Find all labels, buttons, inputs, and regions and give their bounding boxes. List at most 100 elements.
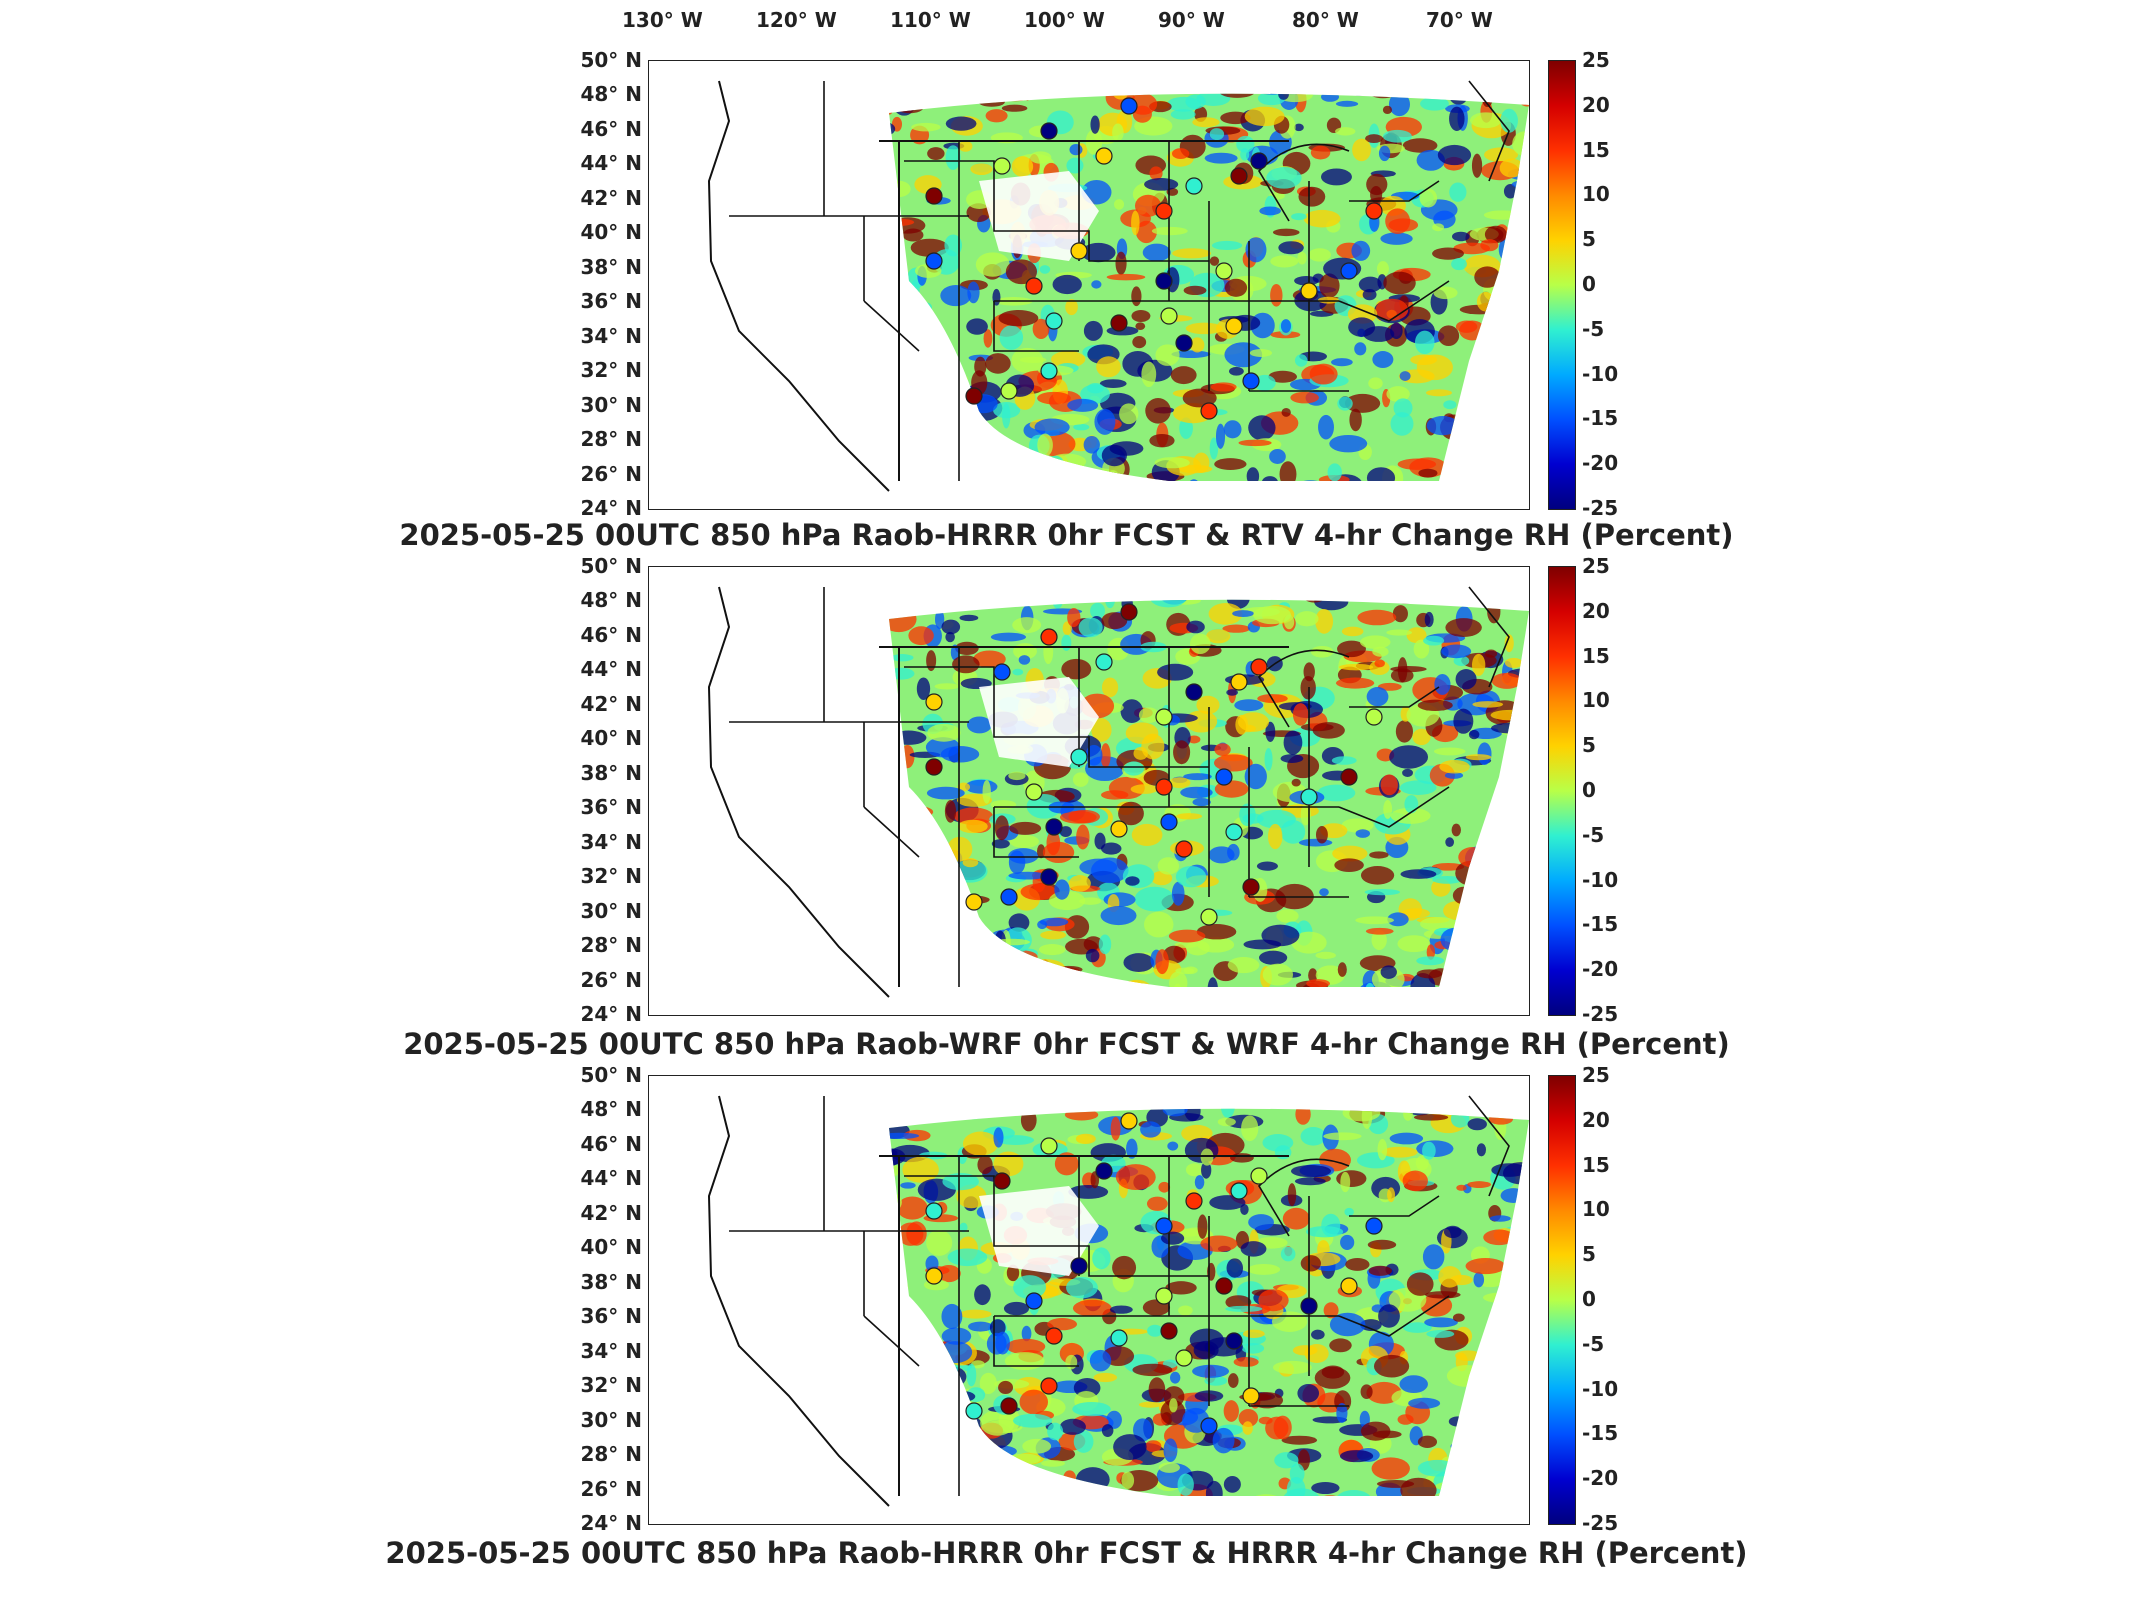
- latitude-label: 34° N: [580, 323, 642, 348]
- raob-station-marker: [925, 758, 943, 776]
- state-border: [1468, 586, 1510, 688]
- colorbar-tick-label: 20: [1582, 92, 1610, 117]
- raob-station-marker: [1225, 1332, 1243, 1350]
- raob-station-marker: [1095, 653, 1113, 671]
- rh-change-map: [648, 1075, 1530, 1525]
- latitude-label: 30° N: [580, 392, 642, 417]
- colorbar-tick-label: -10: [1582, 361, 1619, 386]
- colorbar-tick-label: 15: [1582, 1152, 1610, 1177]
- latitude-label: 42° N: [580, 691, 642, 716]
- raob-station-marker: [1120, 1112, 1138, 1130]
- colorbar-tick-label: -15: [1582, 406, 1619, 431]
- colorbar-tick-label: 0: [1582, 272, 1596, 296]
- latitude-label: 46° N: [580, 116, 642, 141]
- rh-field: [889, 1108, 1529, 1496]
- state-border: [993, 1316, 1079, 1367]
- us-map-canvas: [707, 1095, 1529, 1507]
- raob-station-marker: [1025, 783, 1043, 801]
- raob-station-marker: [1095, 147, 1113, 165]
- raob-station-marker: [1155, 1287, 1173, 1305]
- state-border: [1468, 1095, 1510, 1197]
- latitude-label: 28° N: [580, 427, 642, 452]
- state-border: [863, 806, 920, 858]
- colorbar-tick-label: -20: [1582, 1466, 1619, 1491]
- colorbar-tick-label: -5: [1582, 1331, 1605, 1356]
- raob-station-marker: [1340, 1277, 1358, 1295]
- state-border: [863, 1315, 920, 1367]
- latitude-label: 46° N: [580, 622, 642, 647]
- state-border: [1468, 80, 1510, 182]
- longitude-label: 120° W: [756, 8, 837, 32]
- raob-station-marker: [1242, 372, 1260, 390]
- rh-change-map: [648, 60, 1530, 510]
- raob-station-marker: [1155, 202, 1173, 220]
- panel-title: 2025-05-25 00UTC 850 hPa Raob-HRRR 0hr F…: [385, 1536, 1748, 1570]
- latitude-label: 48° N: [580, 1097, 642, 1122]
- longitude-label: 80° W: [1292, 8, 1359, 32]
- colorbar-tick-label: 15: [1582, 643, 1610, 668]
- raob-station-marker: [1250, 152, 1268, 170]
- raob-station-marker: [1242, 1387, 1260, 1405]
- latitude-label: 48° N: [580, 82, 642, 107]
- latitude-label: 34° N: [580, 1338, 642, 1363]
- raob-station-marker: [1040, 362, 1058, 380]
- raob-station-marker: [925, 693, 943, 711]
- raob-station-marker: [1365, 1217, 1383, 1235]
- raob-station-marker: [1365, 202, 1383, 220]
- latitude-label: 38° N: [580, 760, 642, 785]
- latitude-label: 32° N: [580, 1373, 642, 1398]
- colorbar-tick-label: -25: [1582, 1002, 1619, 1026]
- colorbar: [1548, 60, 1576, 510]
- raob-station-marker: [1110, 314, 1128, 332]
- latitude-label: 44° N: [580, 1166, 642, 1191]
- missing-data-area: [979, 1186, 1099, 1276]
- latitude-label: 38° N: [580, 1269, 642, 1294]
- colorbar-tick-label: -25: [1582, 1511, 1619, 1535]
- raob-station-marker: [1300, 282, 1318, 300]
- raob-station-marker: [1045, 818, 1063, 836]
- raob-station-marker: [1040, 628, 1058, 646]
- rh-change-map: [648, 566, 1530, 1016]
- latitude-label: 40° N: [580, 1235, 642, 1260]
- raob-station-marker: [1185, 1192, 1203, 1210]
- rh-field: [889, 93, 1529, 481]
- latitude-label: 42° N: [580, 185, 642, 210]
- raob-station-marker: [1185, 177, 1203, 195]
- colorbar-tick-label: -25: [1582, 496, 1619, 520]
- raob-station-marker: [1040, 868, 1058, 886]
- raob-station-marker: [1110, 1329, 1128, 1347]
- raob-station-marker: [1175, 334, 1193, 352]
- colorbar-tick-label: 15: [1582, 137, 1610, 162]
- raob-station-marker: [965, 893, 983, 911]
- latitude-label: 26° N: [580, 967, 642, 992]
- raob-station-marker: [1340, 768, 1358, 786]
- raob-station-marker: [993, 1172, 1011, 1190]
- colorbar-tick-label: -10: [1582, 1376, 1619, 1401]
- longitude-label: 90° W: [1158, 8, 1225, 32]
- raob-station-marker: [993, 157, 1011, 175]
- raob-station-marker: [965, 1402, 983, 1420]
- state-border: [863, 300, 920, 352]
- colorbar-tick-label: -20: [1582, 451, 1619, 476]
- latitude-label: 26° N: [580, 461, 642, 486]
- missing-data-area: [979, 677, 1099, 767]
- colorbar-tick-label: 10: [1582, 1197, 1610, 1222]
- raob-station-marker: [1215, 768, 1233, 786]
- raob-station-marker: [1155, 1217, 1173, 1235]
- coastline: [707, 80, 1289, 492]
- rh-field: [889, 599, 1529, 987]
- colorbar-tick-label: 0: [1582, 1287, 1596, 1311]
- colorbar: [1548, 1075, 1576, 1525]
- raob-station-marker: [1175, 1349, 1193, 1367]
- colorbar-tick-label: 25: [1582, 48, 1610, 72]
- raob-station-marker: [1045, 312, 1063, 330]
- raob-station-marker: [1200, 1417, 1218, 1435]
- state-border: [1349, 180, 1440, 202]
- longitude-label: 70° W: [1426, 8, 1493, 32]
- latitude-label: 36° N: [580, 289, 642, 314]
- latitude-label: 50° N: [580, 1063, 642, 1087]
- raob-station-marker: [965, 387, 983, 405]
- us-map-canvas: [707, 586, 1529, 998]
- state-border: [904, 1175, 1209, 1277]
- raob-station-marker: [1040, 1137, 1058, 1155]
